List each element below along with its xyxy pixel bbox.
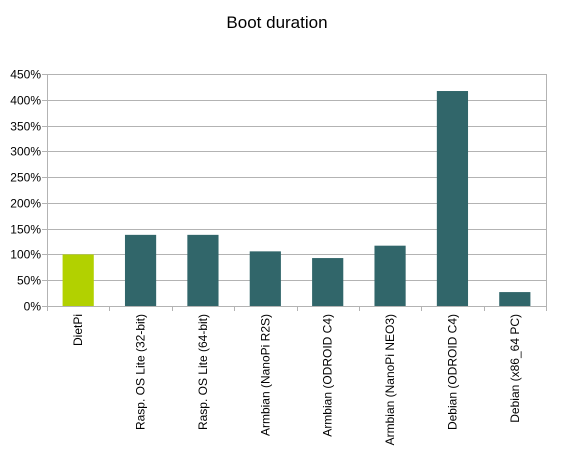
bars [62,91,531,306]
bar [312,258,344,306]
y-tick-label: 0% [24,300,42,314]
y-tick-label: 150% [10,223,41,237]
axes [47,74,547,311]
y-tick-label: 200% [10,197,41,211]
bar [124,234,157,306]
y-tick-label: 450% [10,68,41,82]
y-tick-label: 250% [10,171,41,185]
gridlines [42,74,546,307]
bar [374,245,406,306]
chart-title: Boot duration [226,13,327,32]
y-tick-label: 400% [10,94,41,108]
bar [62,254,94,306]
y-tick-label: 300% [10,145,41,159]
x-category-label: Rasp. OS Lite (64-bit) [196,314,210,430]
x-category-label: Debian (ODROID C4) [445,314,459,430]
x-axis-category-labels: DietPi Rasp. OS Lite (32-bit) Rasp. OS Lit… [71,314,522,445]
plot-frame [47,74,547,307]
y-tick-label: 350% [10,120,41,134]
y-axis-tick-labels: 0% 50% 100% 150% 200% 250% 300% 350% 400% 450% [10,68,41,314]
x-category-label: DietPi [71,314,85,346]
x-category-label: Debian (x86_64 PC) [508,314,522,423]
bar [499,292,531,306]
x-category-label: Armbian (ODROID C4) [321,314,335,437]
bar [187,234,219,306]
bar [249,251,281,306]
x-category-label: Armbian (NanoPi NEO3) [383,314,397,445]
bar [436,91,469,306]
x-category-label: Armbian (NanoPi R2S) [258,314,272,436]
x-category-label: Rasp. OS Lite (32-bit) [134,314,148,430]
y-tick-label: 50% [17,274,41,288]
y-tick-label: 100% [10,248,41,262]
